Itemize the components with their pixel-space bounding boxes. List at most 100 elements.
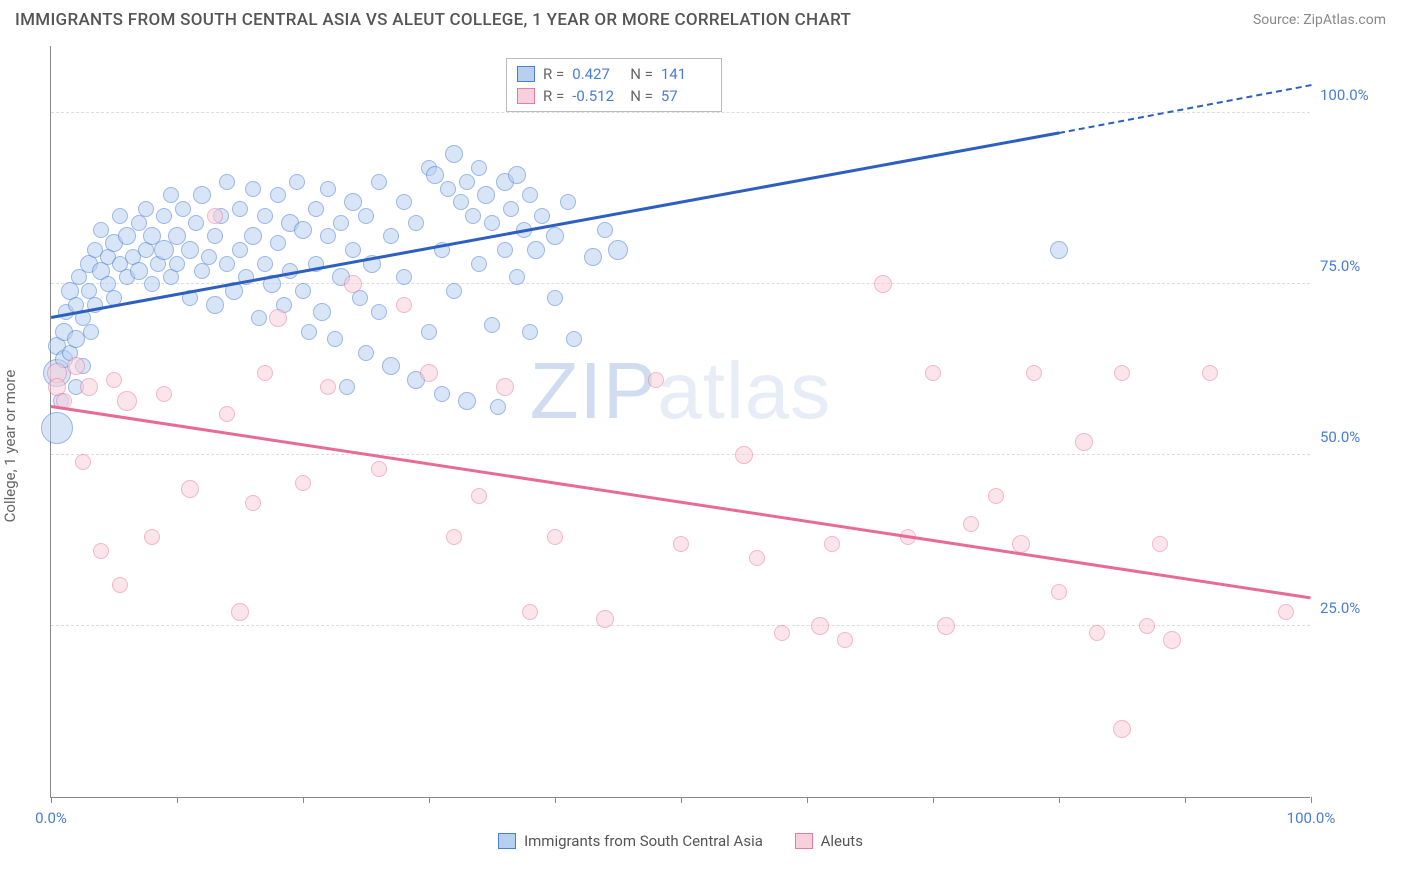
data-point xyxy=(219,256,235,272)
data-point xyxy=(93,222,109,238)
gridline xyxy=(51,625,1310,626)
trend-line-extrapolated xyxy=(1059,84,1311,134)
data-point xyxy=(188,215,204,231)
data-point xyxy=(75,454,91,470)
data-point xyxy=(156,386,172,402)
chart-source: Source: ZipAtlas.com xyxy=(1253,12,1386,28)
data-point xyxy=(320,228,336,244)
data-point xyxy=(749,550,765,566)
data-point xyxy=(344,275,362,293)
data-point xyxy=(420,364,438,382)
data-point xyxy=(1113,720,1131,738)
data-point xyxy=(106,372,122,388)
data-point xyxy=(522,604,538,620)
data-point xyxy=(232,201,248,217)
data-point xyxy=(80,378,98,396)
data-point xyxy=(445,145,463,163)
y-tick-label: 25.0% xyxy=(1320,599,1390,617)
data-point xyxy=(313,303,331,321)
data-point xyxy=(471,488,487,504)
data-point xyxy=(371,304,387,320)
data-point xyxy=(566,331,582,347)
data-point xyxy=(471,256,487,272)
data-point xyxy=(344,193,362,211)
data-point xyxy=(673,536,689,552)
data-point xyxy=(534,208,550,224)
data-point xyxy=(465,208,481,224)
data-point xyxy=(1089,625,1105,641)
data-point xyxy=(925,365,941,381)
data-point xyxy=(1139,618,1155,634)
data-point xyxy=(333,215,349,231)
data-point xyxy=(459,174,475,190)
data-point xyxy=(294,221,312,239)
data-point xyxy=(490,399,506,415)
data-point xyxy=(421,324,437,340)
data-point xyxy=(219,406,235,422)
x-tick xyxy=(1185,797,1186,803)
legend-item: Immigrants from South Central Asia xyxy=(498,832,763,850)
data-point xyxy=(963,516,979,532)
data-point xyxy=(396,297,412,313)
data-point xyxy=(937,617,955,635)
data-point xyxy=(371,174,387,190)
data-point xyxy=(320,181,336,197)
data-point xyxy=(156,208,172,224)
data-point xyxy=(440,181,456,197)
data-point xyxy=(289,174,305,190)
x-tick xyxy=(429,797,430,803)
data-point xyxy=(144,529,160,545)
y-tick-label: 50.0% xyxy=(1320,428,1390,446)
data-point xyxy=(988,488,1004,504)
data-point xyxy=(477,186,495,204)
data-point xyxy=(458,392,476,410)
data-point xyxy=(522,187,538,203)
y-tick-label: 75.0% xyxy=(1320,257,1390,275)
data-point xyxy=(1278,604,1294,620)
data-point xyxy=(496,378,514,396)
data-point xyxy=(1163,631,1181,649)
data-point xyxy=(596,610,614,628)
swatch-icon xyxy=(795,833,813,849)
data-point xyxy=(1075,433,1093,451)
data-point xyxy=(270,235,286,251)
data-point xyxy=(396,194,412,210)
data-point xyxy=(295,475,311,491)
data-point xyxy=(434,386,450,402)
data-point xyxy=(408,215,424,231)
x-tick xyxy=(555,797,556,803)
data-point xyxy=(201,249,217,265)
data-point xyxy=(837,632,853,648)
data-point xyxy=(597,222,613,238)
data-point xyxy=(1026,365,1042,381)
data-point xyxy=(231,603,249,621)
x-tick xyxy=(681,797,682,803)
data-point xyxy=(67,357,85,375)
data-point xyxy=(396,269,412,285)
data-point xyxy=(382,357,400,375)
data-point xyxy=(169,256,185,272)
trend-line xyxy=(51,405,1311,599)
data-point xyxy=(383,228,399,244)
x-tick xyxy=(933,797,934,803)
data-point xyxy=(484,317,500,333)
x-tick-label: 0.0% xyxy=(35,809,67,827)
gridline xyxy=(51,112,1310,113)
data-point xyxy=(232,242,248,258)
swatch-icon xyxy=(498,833,516,849)
data-point xyxy=(308,201,324,217)
data-point xyxy=(219,174,235,190)
data-point xyxy=(648,372,664,388)
data-point xyxy=(1152,536,1168,552)
data-point xyxy=(345,242,361,258)
data-point xyxy=(181,241,199,259)
bottom-legend: Immigrants from South Central Asia Aleut… xyxy=(51,832,1310,853)
data-point xyxy=(546,227,564,245)
data-point xyxy=(1051,584,1067,600)
data-point xyxy=(207,228,223,244)
data-point xyxy=(207,208,223,224)
data-point xyxy=(138,201,154,217)
data-point xyxy=(547,290,563,306)
data-point xyxy=(1050,241,1068,259)
data-point xyxy=(527,241,545,259)
